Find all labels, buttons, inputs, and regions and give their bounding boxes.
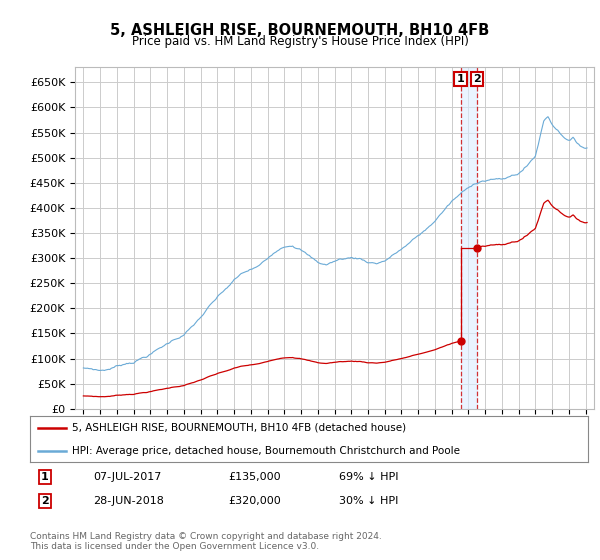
- Text: 69% ↓ HPI: 69% ↓ HPI: [339, 472, 398, 482]
- Text: 07-JUL-2017: 07-JUL-2017: [93, 472, 161, 482]
- Text: 2: 2: [473, 74, 481, 84]
- Text: This data is licensed under the Open Government Licence v3.0.: This data is licensed under the Open Gov…: [30, 542, 319, 551]
- Bar: [461, 67, 476, 409]
- Text: £135,000: £135,000: [228, 472, 281, 482]
- Text: 2: 2: [41, 496, 49, 506]
- Text: 5, ASHLEIGH RISE, BOURNEMOUTH, BH10 4FB: 5, ASHLEIGH RISE, BOURNEMOUTH, BH10 4FB: [110, 24, 490, 38]
- Text: 5, ASHLEIGH RISE, BOURNEMOUTH, BH10 4FB (detached house): 5, ASHLEIGH RISE, BOURNEMOUTH, BH10 4FB …: [72, 423, 406, 432]
- Text: HPI: Average price, detached house, Bournemouth Christchurch and Poole: HPI: Average price, detached house, Bour…: [72, 446, 460, 455]
- Text: 1: 1: [457, 74, 464, 84]
- Text: 30% ↓ HPI: 30% ↓ HPI: [339, 496, 398, 506]
- Text: 1: 1: [41, 472, 49, 482]
- Text: £320,000: £320,000: [228, 496, 281, 506]
- Text: Price paid vs. HM Land Registry's House Price Index (HPI): Price paid vs. HM Land Registry's House …: [131, 35, 469, 49]
- Text: 28-JUN-2018: 28-JUN-2018: [93, 496, 164, 506]
- Text: Contains HM Land Registry data © Crown copyright and database right 2024.: Contains HM Land Registry data © Crown c…: [30, 532, 382, 541]
